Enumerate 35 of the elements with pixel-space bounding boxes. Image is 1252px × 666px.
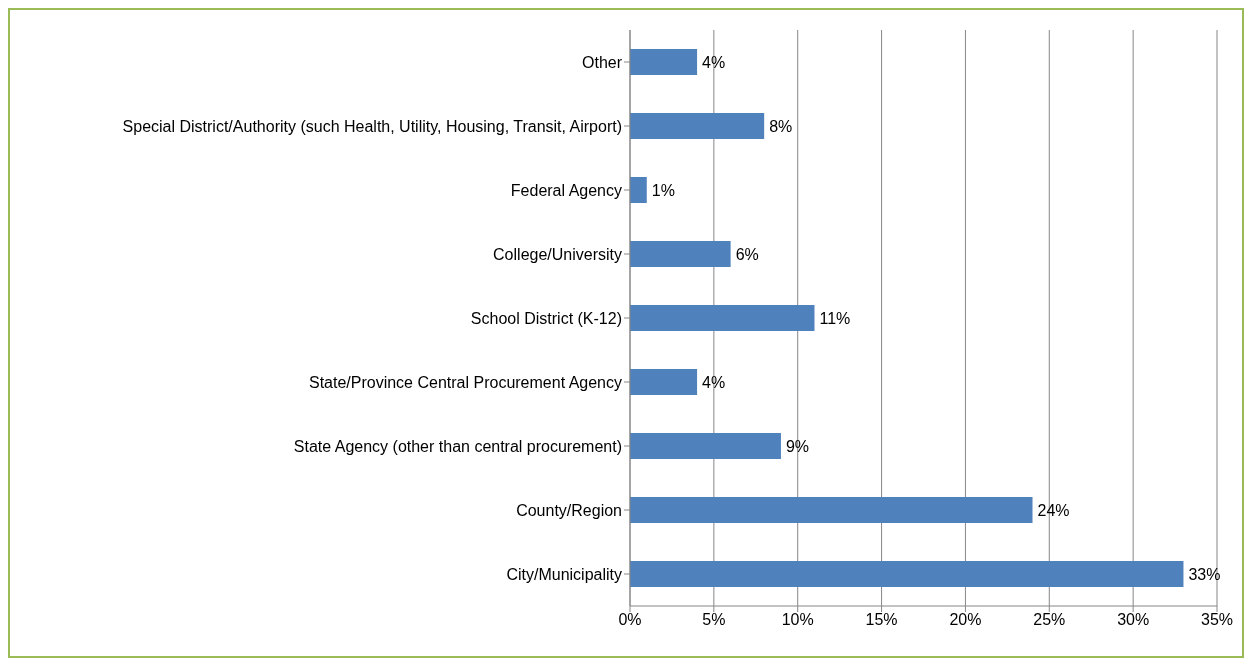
bar (630, 113, 765, 139)
y-tick-label: County/Region (516, 501, 622, 519)
bar (630, 49, 698, 75)
data-label: 6% (735, 245, 759, 263)
data-label: 11% (819, 309, 851, 327)
x-tick-label: 5% (702, 611, 726, 629)
data-label: 33% (1188, 565, 1221, 583)
x-tick-label: 0% (618, 611, 642, 629)
y-tick-label: Special District/Authority (such Health, Utility, Housing, Transit, Airport) (122, 117, 622, 135)
bar (630, 305, 815, 331)
data-label: 24% (1037, 501, 1070, 519)
y-tick-label: State/Province Central Procurement Agency (308, 373, 622, 391)
x-tick-label: 20% (949, 611, 982, 629)
x-tick-label: 10% (781, 611, 814, 629)
data-label: 1% (651, 181, 675, 199)
y-tick-label: School District (K-12) (470, 309, 622, 327)
bar (630, 241, 731, 267)
data-label: 4% (702, 53, 726, 71)
x-tick-label: 25% (1033, 611, 1066, 629)
x-tick-label: 30% (1117, 611, 1150, 629)
bar (630, 561, 1184, 587)
bar (630, 369, 698, 395)
y-tick-label: College/University (493, 245, 622, 263)
x-tick-label: 35% (1200, 611, 1234, 629)
bar (630, 433, 781, 459)
data-label: 4% (702, 373, 726, 391)
bar (630, 497, 1033, 523)
data-label: 9% (785, 437, 810, 455)
bar (630, 177, 647, 203)
y-tick-label: State Agency (other than central procurement) (293, 437, 622, 455)
x-tick-label: 15% (865, 611, 898, 629)
y-tick-label: Federal Agency (510, 181, 622, 199)
y-tick-label: Other (581, 53, 623, 71)
data-label: 8% (769, 117, 793, 135)
y-tick-label: City/Municipality (506, 565, 622, 583)
